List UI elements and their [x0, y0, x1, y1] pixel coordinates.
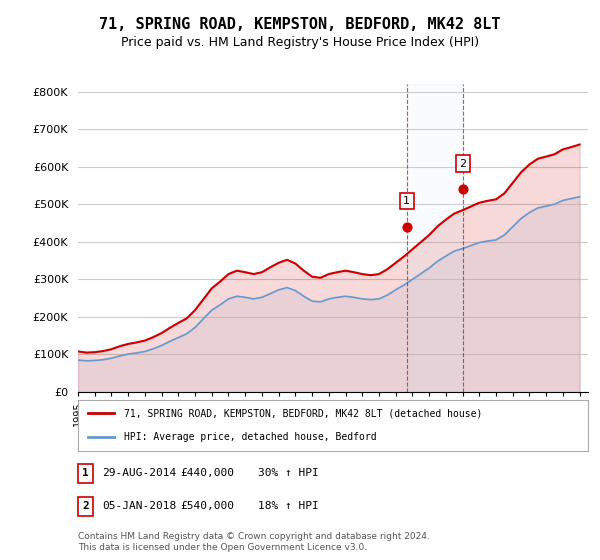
Text: Price paid vs. HM Land Registry's House Price Index (HPI): Price paid vs. HM Land Registry's House … — [121, 36, 479, 49]
Bar — [407, 84, 463, 392]
Text: 29-AUG-2014: 29-AUG-2014 — [102, 468, 176, 478]
Text: 71, SPRING ROAD, KEMPSTON, BEDFORD, MK42 8LT (detached house): 71, SPRING ROAD, KEMPSTON, BEDFORD, MK42… — [124, 408, 482, 418]
Text: HPI: Average price, detached house, Bedford: HPI: Average price, detached house, Bedf… — [124, 432, 377, 442]
Text: 2: 2 — [82, 501, 89, 511]
Text: £440,000: £440,000 — [180, 468, 234, 478]
Text: 1: 1 — [82, 468, 89, 478]
Text: 1: 1 — [403, 196, 410, 206]
Text: 2: 2 — [460, 158, 467, 169]
Text: Contains HM Land Registry data © Crown copyright and database right 2024.
This d: Contains HM Land Registry data © Crown c… — [78, 532, 430, 552]
Point — [402, 222, 412, 231]
Text: 05-JAN-2018: 05-JAN-2018 — [102, 501, 176, 511]
Point — [458, 185, 468, 194]
Text: 18% ↑ HPI: 18% ↑ HPI — [258, 501, 319, 511]
Text: 30% ↑ HPI: 30% ↑ HPI — [258, 468, 319, 478]
Text: £540,000: £540,000 — [180, 501, 234, 511]
Text: 71, SPRING ROAD, KEMPSTON, BEDFORD, MK42 8LT: 71, SPRING ROAD, KEMPSTON, BEDFORD, MK42… — [99, 17, 501, 32]
